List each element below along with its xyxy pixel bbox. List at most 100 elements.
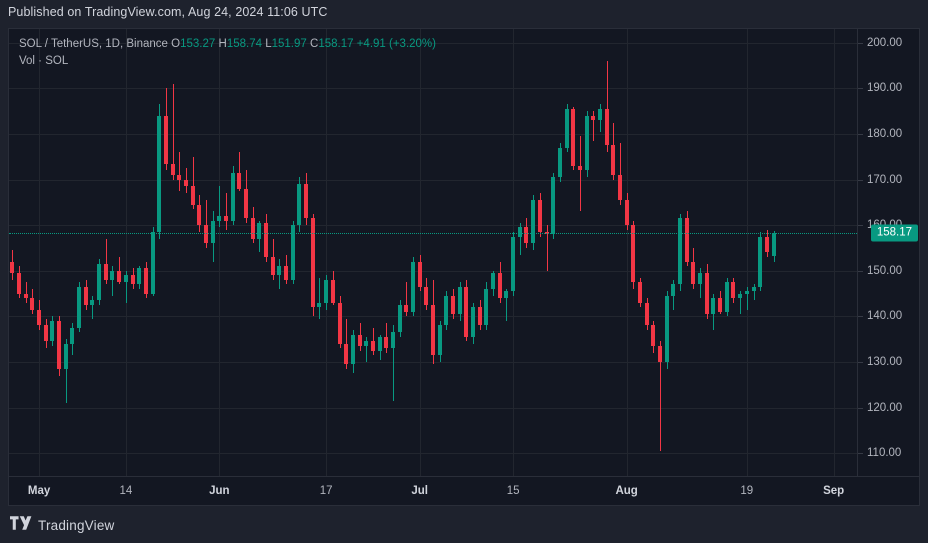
candle-body[interactable] xyxy=(504,291,508,299)
candle-body[interactable] xyxy=(104,263,108,280)
candle-body[interactable] xyxy=(177,174,181,180)
candle-body[interactable] xyxy=(531,200,535,244)
candle-body[interactable] xyxy=(551,177,555,235)
candle-body[interactable] xyxy=(518,227,522,237)
candle-body[interactable] xyxy=(57,320,61,369)
candle-body[interactable] xyxy=(418,261,422,287)
candle-body[interactable] xyxy=(578,165,582,171)
candle-body[interactable] xyxy=(284,266,288,280)
candle-body[interactable] xyxy=(271,257,275,276)
candle-body[interactable] xyxy=(731,282,735,299)
candle-body[interactable] xyxy=(157,115,161,232)
candle-body[interactable] xyxy=(184,179,188,187)
candle-body[interactable] xyxy=(378,336,382,351)
candle-body[interactable] xyxy=(752,286,756,292)
candle-body[interactable] xyxy=(498,273,502,299)
candle-body[interactable] xyxy=(404,304,408,312)
candle-body[interactable] xyxy=(571,108,575,166)
candle-body[interactable] xyxy=(758,236,762,287)
chart-legend[interactable]: SOL / TetherUS, 1D, Binance O153.27 H158… xyxy=(19,37,436,69)
candle-body[interactable] xyxy=(618,174,622,201)
candle-body[interactable] xyxy=(745,291,749,294)
candle-body[interactable] xyxy=(211,220,215,244)
candle-body[interactable] xyxy=(217,216,221,221)
candle-body[interactable] xyxy=(364,341,368,346)
candle-body[interactable] xyxy=(538,200,542,232)
candle-body[interactable] xyxy=(598,108,602,121)
candle-body[interactable] xyxy=(444,295,448,326)
candle-body[interactable] xyxy=(738,293,742,299)
candle-body[interactable] xyxy=(605,108,609,146)
candle-body[interactable] xyxy=(84,286,88,305)
candle-body[interactable] xyxy=(545,231,549,235)
candle-body[interactable] xyxy=(558,147,562,178)
candle-body[interactable] xyxy=(297,184,301,226)
candle-body[interactable] xyxy=(772,233,776,256)
candle-body[interactable] xyxy=(110,270,114,280)
candle-body[interactable] xyxy=(10,261,14,273)
candle-body[interactable] xyxy=(665,295,669,362)
candle-body[interactable] xyxy=(231,172,235,221)
candle-body[interactable] xyxy=(511,236,515,292)
candle-body[interactable] xyxy=(24,293,28,299)
candle-body[interactable] xyxy=(124,275,128,283)
candle-body[interactable] xyxy=(171,163,175,175)
candle-body[interactable] xyxy=(50,320,54,342)
candle-body[interactable] xyxy=(90,300,94,305)
candle-body[interactable] xyxy=(424,286,428,305)
candle-body[interactable] xyxy=(137,268,141,285)
candle-body[interactable] xyxy=(471,307,475,337)
candle-body[interactable] xyxy=(224,216,228,221)
candle-body[interactable] xyxy=(311,218,315,308)
candle-body[interactable] xyxy=(344,343,348,365)
candle-body[interactable] xyxy=(398,304,402,333)
candle-body[interactable] xyxy=(117,270,121,283)
candle-body[interactable] xyxy=(524,227,528,244)
candle-body[interactable] xyxy=(658,346,662,362)
candle-body[interactable] xyxy=(691,261,695,285)
candle-body[interactable] xyxy=(431,304,435,356)
candle-body[interactable] xyxy=(438,325,442,356)
candle-body[interactable] xyxy=(591,115,595,121)
candle-body[interactable] xyxy=(685,218,689,262)
candle-body[interactable] xyxy=(645,302,649,326)
candle-body[interactable] xyxy=(291,225,295,280)
candle-body[interactable] xyxy=(611,145,615,175)
candle-body[interactable] xyxy=(458,286,462,315)
candle-body[interactable] xyxy=(484,288,488,326)
candle-body[interactable] xyxy=(331,279,335,303)
candle-body[interactable] xyxy=(638,282,642,303)
price-axis[interactable]: 200.00190.00180.00170.00160.00150.00140.… xyxy=(857,29,919,476)
candle-body[interactable] xyxy=(277,266,281,276)
candle-body[interactable] xyxy=(70,327,74,344)
candle-body[interactable] xyxy=(711,298,715,315)
candle-body[interactable] xyxy=(97,263,101,301)
candle-body[interactable] xyxy=(718,298,722,312)
candle-body[interactable] xyxy=(151,231,155,294)
candle-body[interactable] xyxy=(478,307,482,326)
candle-body[interactable] xyxy=(671,284,675,296)
candle-body[interactable] xyxy=(585,115,589,171)
candle-body[interactable] xyxy=(411,261,415,312)
candle-body[interactable] xyxy=(625,200,629,226)
candle-body[interactable] xyxy=(351,334,355,365)
candle-body[interactable] xyxy=(651,325,655,346)
candle-body[interactable] xyxy=(358,334,362,346)
candle-body[interactable] xyxy=(338,302,342,344)
candle-body[interactable] xyxy=(324,279,328,303)
candle-body[interactable] xyxy=(451,295,455,315)
candle-body[interactable] xyxy=(251,218,255,239)
candle-body[interactable] xyxy=(705,273,709,315)
candle-body[interactable] xyxy=(491,273,495,289)
candle-body[interactable] xyxy=(257,222,261,239)
candle-body[interactable] xyxy=(264,222,268,258)
candle-body[interactable] xyxy=(191,186,195,205)
candle-body[interactable] xyxy=(725,282,729,312)
candle-body[interactable] xyxy=(164,115,168,164)
candle-body[interactable] xyxy=(631,225,635,283)
candle-body[interactable] xyxy=(144,268,148,294)
candle-body[interactable] xyxy=(17,273,21,294)
candle-body[interactable] xyxy=(371,341,375,351)
plot-area[interactable] xyxy=(9,29,857,476)
candle-body[interactable] xyxy=(30,298,34,310)
